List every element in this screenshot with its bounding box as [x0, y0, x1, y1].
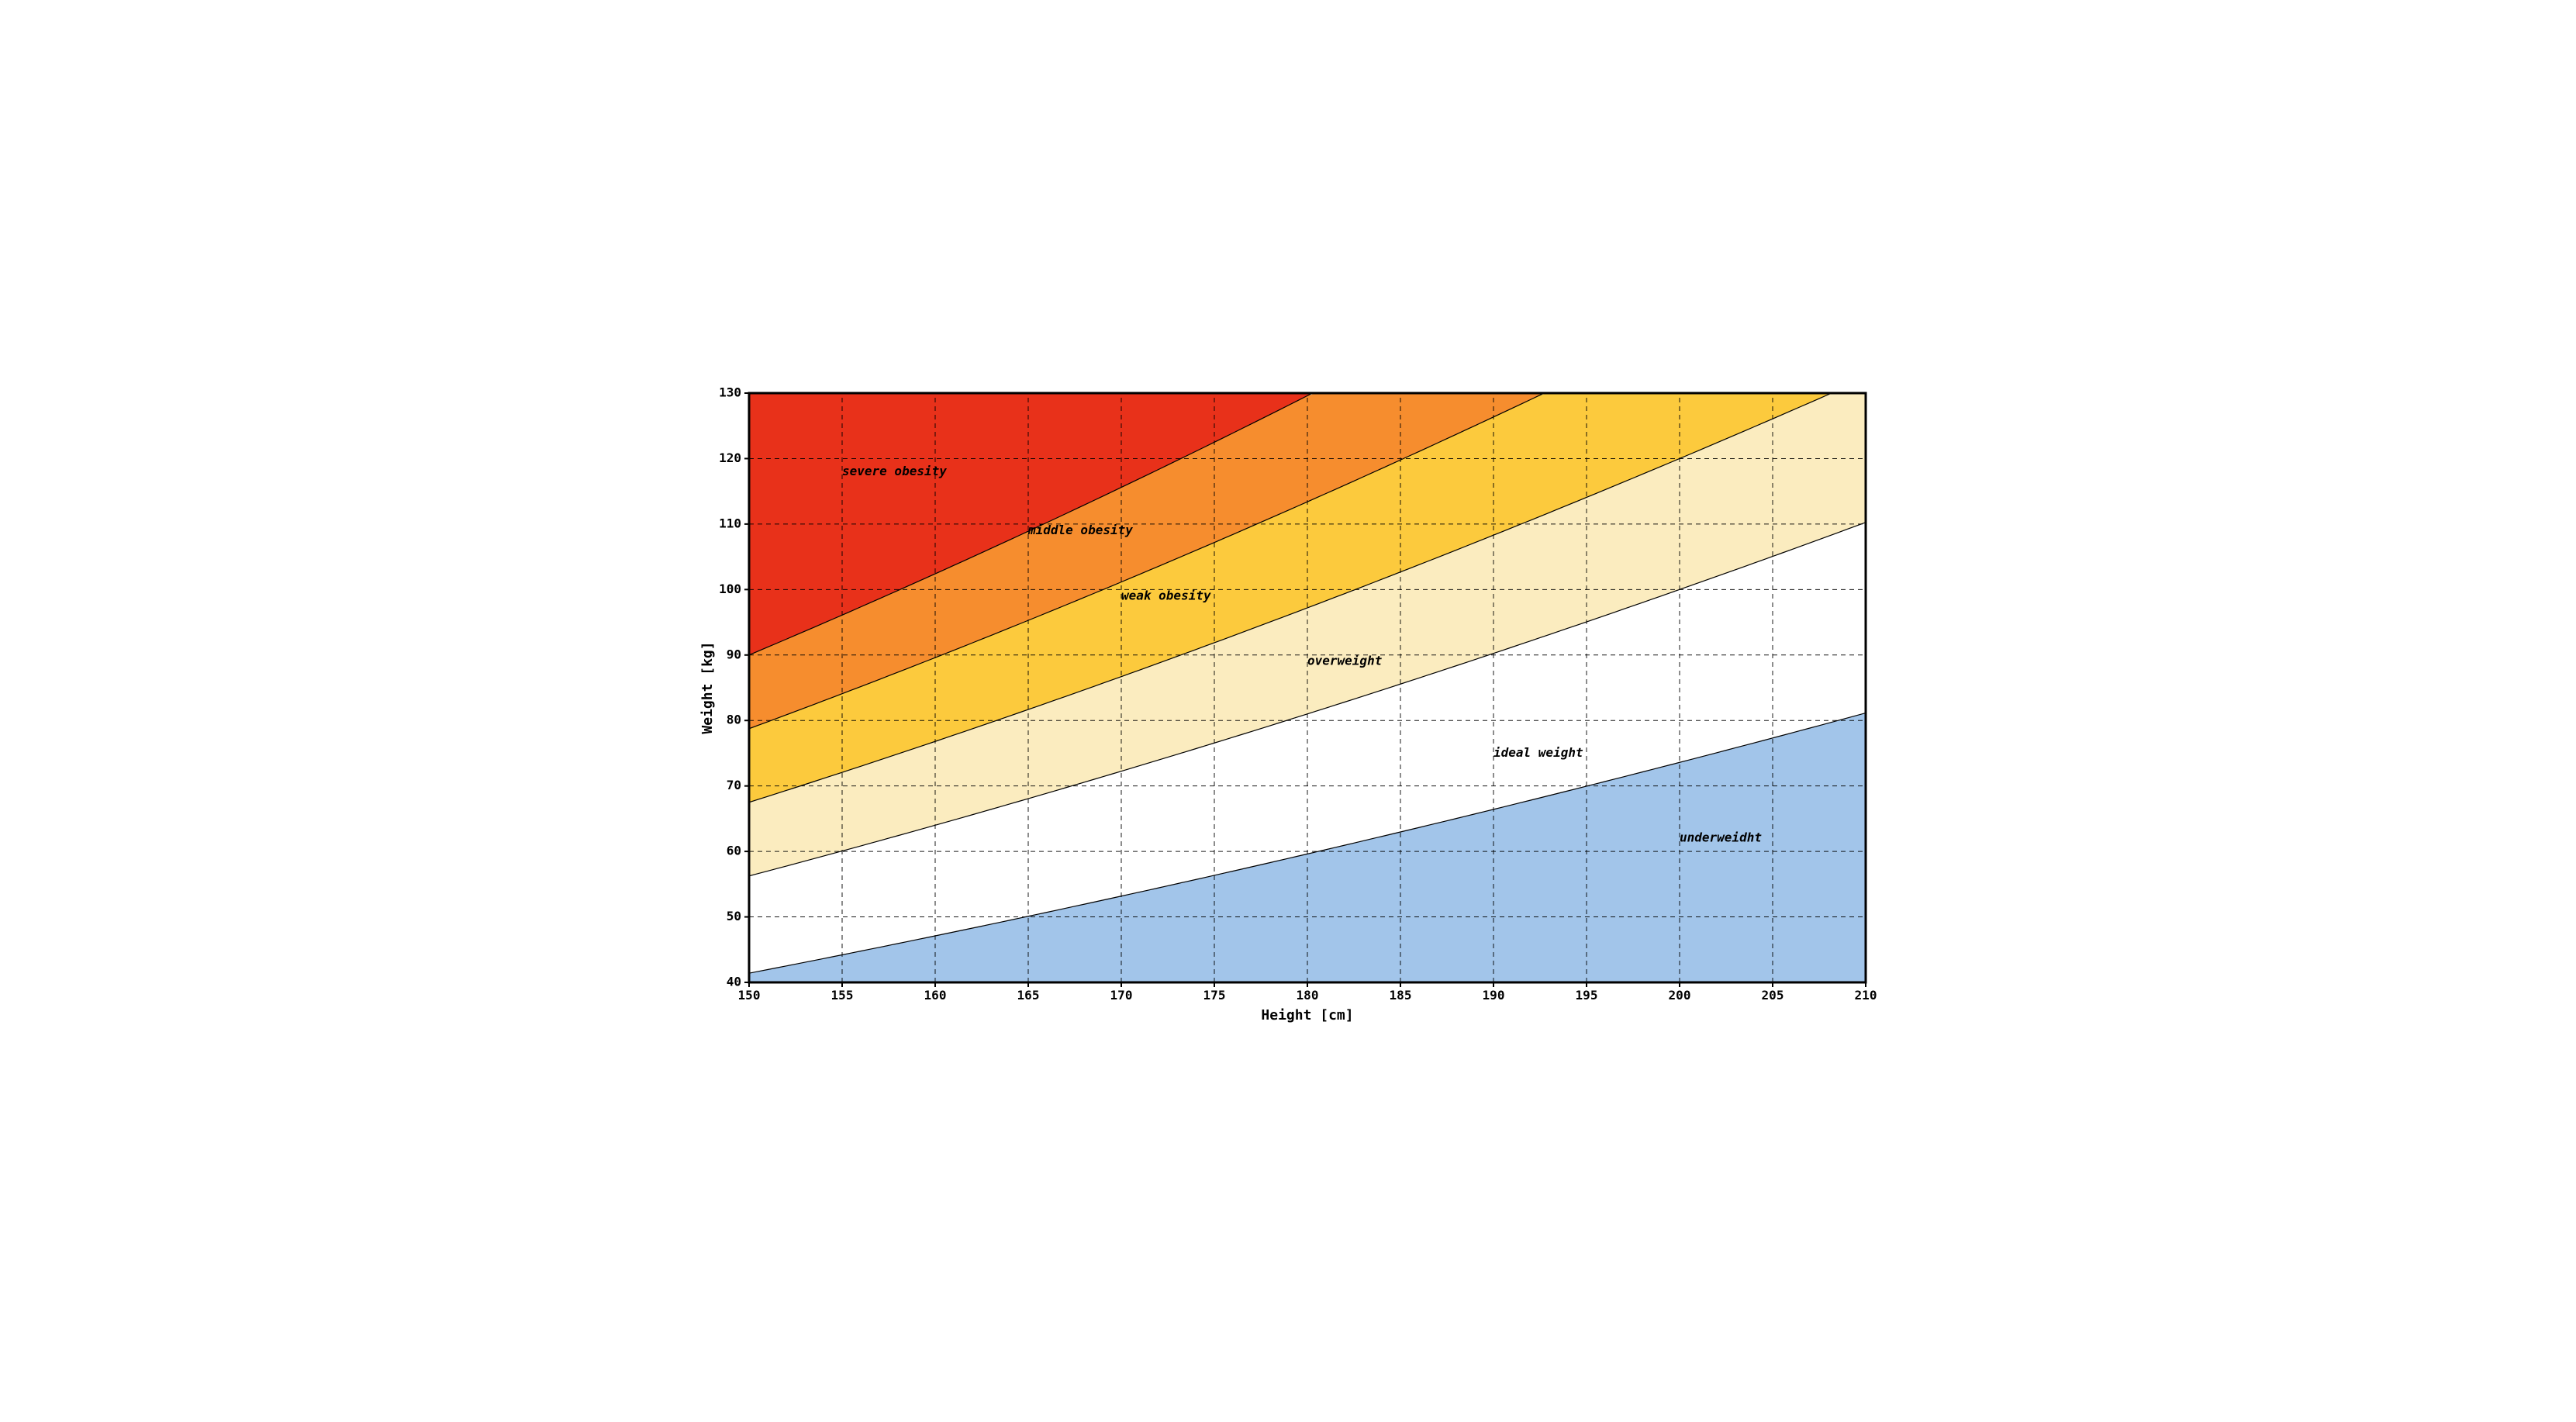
ytick-label: 120: [719, 450, 741, 465]
bmi-chart: underweidht ideal weight overweight weak ob…: [695, 385, 1881, 1037]
xtick-label: 155: [831, 988, 854, 1003]
bmi-chart-svg: underweidht ideal weight overweight weak ob…: [695, 385, 1881, 1037]
xtick-label: 180: [1297, 988, 1319, 1003]
ytick-label: 100: [719, 582, 741, 596]
xtick-label: 165: [1017, 988, 1040, 1003]
ytick-label: 60: [727, 844, 741, 858]
x-axis-label: Height [cm]: [1261, 1007, 1353, 1023]
band-label-ideal: ideal weight: [1493, 745, 1583, 760]
band-label-mid_obesity: middle obesity: [1027, 523, 1133, 537]
band-label-severe: severe obesity: [842, 464, 947, 478]
ytick-label: 90: [727, 647, 741, 661]
xtick-label: 175: [1203, 988, 1226, 1003]
xtick-label: 210: [1855, 988, 1877, 1003]
xtick-label: 150: [738, 988, 761, 1003]
xtick-label: 190: [1483, 988, 1505, 1003]
xtick-label: 185: [1390, 988, 1412, 1003]
ytick-label: 50: [727, 909, 741, 923]
ytick-label: 40: [727, 975, 741, 989]
xtick-label: 170: [1110, 988, 1133, 1003]
band-label-weak_obesity: weak obesity: [1121, 588, 1211, 602]
ytick-label: 130: [719, 385, 741, 400]
ytick-label: 80: [727, 713, 741, 727]
ytick-label: 70: [727, 778, 741, 792]
xtick-label: 160: [924, 988, 947, 1003]
y-axis-label: Weight [kg]: [699, 641, 716, 733]
xtick-label: 205: [1762, 988, 1784, 1003]
xtick-label: 200: [1669, 988, 1691, 1003]
xtick-label: 195: [1576, 988, 1598, 1003]
ytick-label: 110: [719, 516, 741, 530]
band-label-underweight: underweidht: [1680, 830, 1762, 845]
band-label-overweight: overweight: [1307, 654, 1383, 668]
